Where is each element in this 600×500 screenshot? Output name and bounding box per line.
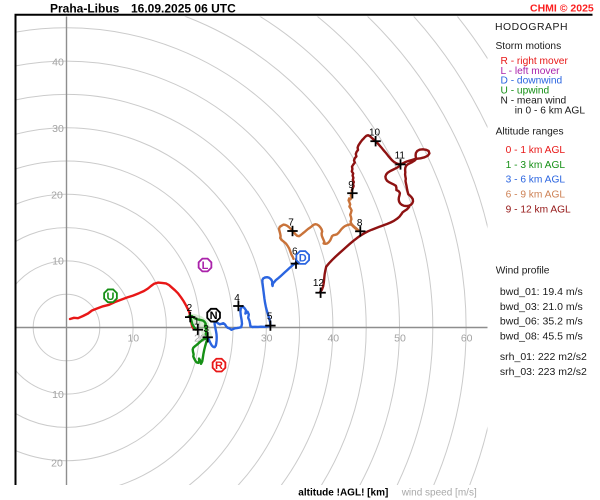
svg-text:N: N (210, 310, 218, 322)
svg-text:4: 4 (234, 293, 240, 304)
svg-text:srh_03: 223 m2/s2: srh_03: 223 m2/s2 (500, 366, 587, 378)
svg-text:20: 20 (194, 332, 206, 344)
svg-text:U: U (107, 291, 115, 303)
svg-text:bwd_01: 19.4 m/s: bwd_01: 19.4 m/s (500, 286, 583, 298)
svg-text:12: 12 (313, 278, 325, 289)
svg-text:D: D (299, 253, 307, 265)
svg-text:0 - 1 km AGL: 0 - 1 km AGL (506, 145, 566, 156)
svg-text:50: 50 (394, 332, 406, 344)
svg-text:U - upwind: U - upwind (501, 86, 550, 97)
svg-text:30: 30 (261, 332, 273, 344)
svg-text:10: 10 (52, 256, 64, 268)
svg-text:3 - 6 km AGL: 3 - 6 km AGL (506, 175, 566, 186)
svg-text:20: 20 (51, 458, 63, 470)
svg-text:D - downwind: D - downwind (501, 76, 563, 87)
svg-text:6 - 9 km AGL: 6 - 9 km AGL (506, 190, 566, 201)
svg-text:Praha-Libus: Praha-Libus (50, 1, 120, 15)
svg-text:10: 10 (369, 128, 381, 139)
svg-text:10: 10 (52, 389, 64, 401)
svg-text:bwd_08: 45.5 m/s: bwd_08: 45.5 m/s (500, 331, 583, 343)
svg-text:in 0 - 6 km AGL: in 0 - 6 km AGL (515, 105, 586, 116)
svg-text:altitude !AGL! [km]: altitude !AGL! [km] (298, 488, 388, 499)
svg-text:Wind profile: Wind profile (496, 266, 550, 277)
svg-text:6: 6 (292, 247, 298, 258)
svg-text:Altitude ranges: Altitude ranges (496, 126, 564, 137)
svg-text:wind speed [m/s]: wind speed [m/s] (401, 488, 477, 499)
svg-text:bwd_03: 21.0 m/s: bwd_03: 21.0 m/s (500, 301, 583, 313)
svg-text:2: 2 (187, 303, 193, 314)
svg-text:7: 7 (288, 218, 294, 229)
svg-text:5: 5 (267, 312, 273, 323)
svg-text:bwd_06: 35.2 m/s: bwd_06: 35.2 m/s (500, 316, 583, 328)
svg-text:CHMI © 2025: CHMI © 2025 (530, 2, 594, 14)
svg-text:1: 1 (194, 316, 200, 327)
svg-text:20: 20 (51, 189, 63, 201)
svg-text:3: 3 (203, 324, 209, 335)
svg-text:40: 40 (327, 332, 339, 344)
svg-text:8: 8 (357, 218, 363, 229)
svg-text:16.09.2025 06 UTC: 16.09.2025 06 UTC (131, 1, 236, 15)
svg-text:R: R (215, 360, 223, 372)
svg-text:11: 11 (395, 151, 406, 162)
svg-text:HODOGRAPH: HODOGRAPH (495, 22, 568, 33)
svg-text:1 - 3 km AGL: 1 - 3 km AGL (506, 160, 566, 171)
svg-text:60: 60 (461, 332, 473, 344)
svg-text:40: 40 (52, 57, 64, 69)
svg-text:L: L (202, 260, 209, 272)
svg-text:srh_01: 222 m2/s2: srh_01: 222 m2/s2 (500, 351, 587, 363)
svg-text:30: 30 (52, 123, 64, 135)
svg-text:N - mean wind: N - mean wind (501, 96, 567, 107)
svg-text:R - right mover: R - right mover (501, 56, 569, 67)
svg-text:9: 9 (348, 180, 354, 191)
svg-text:9 - 12 km AGL: 9 - 12 km AGL (506, 204, 571, 215)
svg-text:L - left mover: L - left mover (501, 66, 561, 77)
svg-text:10: 10 (127, 332, 139, 344)
svg-text:Storm motions: Storm motions (496, 41, 562, 52)
